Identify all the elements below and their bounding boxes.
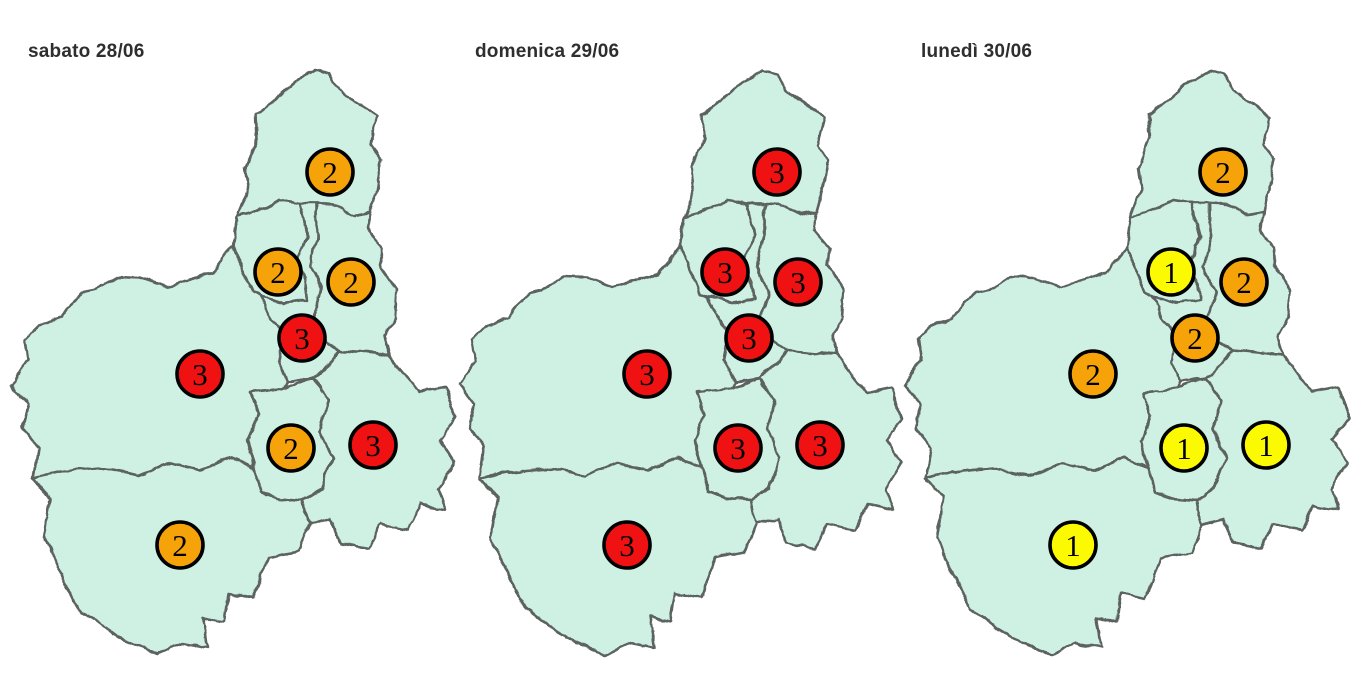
warning-level-marker: 2 xyxy=(1219,257,1269,307)
warning-level-marker: 2 xyxy=(305,147,355,197)
warning-level-marker: 2 xyxy=(1068,349,1118,399)
warning-level-circle xyxy=(277,313,327,363)
warning-level-value: 2 xyxy=(1236,265,1252,300)
warning-level-circle xyxy=(773,257,823,307)
warning-level-marker: 3 xyxy=(713,423,763,473)
warning-level-marker: 2 xyxy=(1170,313,1220,363)
warning-level-marker: 3 xyxy=(602,520,652,570)
warning-level-circle xyxy=(326,257,376,307)
warning-level-marker: 1 xyxy=(1146,247,1196,297)
warning-level-value: 1 xyxy=(1065,528,1081,563)
warning-level-circle xyxy=(1198,147,1248,197)
warning-level-marker: 1 xyxy=(1159,423,1209,473)
warning-level-value: 3 xyxy=(741,321,757,356)
warning-level-circle xyxy=(1159,423,1209,473)
warning-level-value: 3 xyxy=(639,357,655,392)
warning-level-marker: 3 xyxy=(752,147,802,197)
warning-level-circle xyxy=(1146,247,1196,297)
warning-level-value: 1 xyxy=(1258,428,1274,463)
warning-level-value: 2 xyxy=(1187,321,1203,356)
warning-level-value: 2 xyxy=(270,255,286,290)
warning-level-marker: 3 xyxy=(724,313,774,363)
warning-level-circle xyxy=(1241,420,1291,470)
panel-title-sunday: domenica 29/06 xyxy=(475,41,620,62)
warning-level-value: 3 xyxy=(717,255,733,290)
warning-level-marker: 3 xyxy=(175,349,225,399)
warning-level-circle xyxy=(155,520,205,570)
warning-level-marker: 3 xyxy=(773,257,823,307)
warning-level-circle xyxy=(602,520,652,570)
panel-title-monday: lunedì 30/06 xyxy=(921,41,1033,62)
warning-level-value: 2 xyxy=(1085,357,1101,392)
warning-level-marker: 2 xyxy=(155,520,205,570)
warning-level-circle xyxy=(1068,349,1118,399)
panel-title-saturday: sabato 28/06 xyxy=(28,41,145,62)
warning-level-circle xyxy=(1048,520,1098,570)
warning-level-value: 3 xyxy=(730,431,746,466)
warning-level-marker: 2 xyxy=(326,257,376,307)
warning-level-marker: 2 xyxy=(266,423,316,473)
warning-level-circle xyxy=(752,147,802,197)
warning-level-value: 3 xyxy=(192,357,208,392)
warning-level-circle xyxy=(1170,313,1220,363)
warning-level-value: 3 xyxy=(365,428,381,463)
warning-level-value: 3 xyxy=(812,428,828,463)
warning-level-value: 2 xyxy=(322,155,338,190)
warning-level-circle xyxy=(724,313,774,363)
warning-level-circle xyxy=(700,247,750,297)
warning-level-value: 3 xyxy=(294,321,310,356)
warning-level-marker: 3 xyxy=(277,313,327,363)
warning-level-value: 2 xyxy=(1215,155,1231,190)
warning-level-value: 3 xyxy=(769,155,785,190)
warning-level-marker: 3 xyxy=(700,247,750,297)
warning-level-value: 3 xyxy=(619,528,635,563)
warning-level-value: 2 xyxy=(343,265,359,300)
warning-level-circle xyxy=(266,423,316,473)
warning-level-value: 2 xyxy=(172,528,188,563)
warning-level-marker: 2 xyxy=(253,247,303,297)
warning-level-value: 1 xyxy=(1176,431,1192,466)
warning-level-circle xyxy=(795,420,845,470)
warning-level-value: 3 xyxy=(790,265,806,300)
warning-level-circle xyxy=(348,420,398,470)
warning-level-circle xyxy=(622,349,672,399)
warning-level-marker: 3 xyxy=(795,420,845,470)
warning-level-circle xyxy=(253,247,303,297)
warning-level-value: 2 xyxy=(283,431,299,466)
warning-level-marker: 1 xyxy=(1241,420,1291,470)
warning-level-circle xyxy=(713,423,763,473)
warning-level-circle xyxy=(305,147,355,197)
warning-level-circle xyxy=(1219,257,1269,307)
warning-level-circle xyxy=(175,349,225,399)
warning-level-marker: 3 xyxy=(348,420,398,470)
warning-level-marker: 3 xyxy=(622,349,672,399)
warning-level-marker: 2 xyxy=(1198,147,1248,197)
warning-level-marker: 1 xyxy=(1048,520,1098,570)
warning-level-value: 1 xyxy=(1163,255,1179,290)
